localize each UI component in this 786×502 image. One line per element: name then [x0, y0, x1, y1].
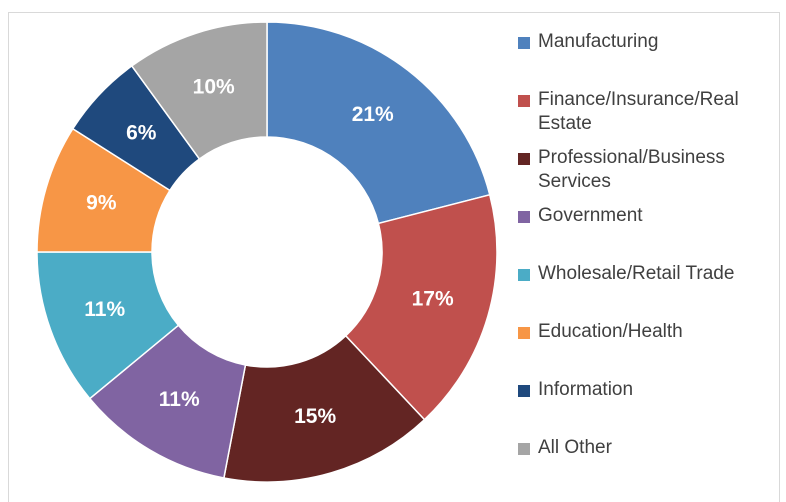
- legend-label: Information: [538, 379, 634, 400]
- legend-item: Wholesale/Retail Trade: [518, 262, 768, 286]
- legend-swatch: [518, 327, 530, 339]
- legend-swatch: [518, 37, 530, 49]
- legend-swatch: [518, 443, 530, 455]
- data-label: 10%: [193, 75, 235, 98]
- chart-frame: [8, 12, 780, 502]
- legend-item: Professional/Business Services: [518, 146, 768, 194]
- legend-label: Finance/Insurance/Real Estate: [538, 89, 739, 134]
- legend-item: Finance/Insurance/Real Estate: [518, 88, 768, 136]
- legend-item: All Other: [518, 436, 768, 460]
- legend-item: Information: [518, 378, 768, 402]
- data-label: 9%: [86, 191, 117, 214]
- legend-label: All Other: [538, 437, 612, 458]
- legend-swatch: [518, 153, 530, 165]
- legend-label: Education/Health: [538, 321, 683, 342]
- legend-item: Manufacturing: [518, 30, 768, 54]
- legend-swatch: [518, 385, 530, 397]
- legend-label: Manufacturing: [538, 31, 659, 52]
- data-label: 11%: [159, 388, 200, 411]
- legend-swatch: [518, 95, 530, 107]
- data-label: 21%: [352, 103, 394, 126]
- donut-slice: [130, 21, 268, 161]
- legend-item: Education/Health: [518, 320, 768, 344]
- data-label: 15%: [294, 405, 336, 428]
- legend-swatch: [518, 211, 530, 223]
- legend-label: Government: [538, 205, 643, 226]
- legend-label: Wholesale/Retail Trade: [538, 263, 735, 284]
- legend-swatch: [518, 269, 530, 281]
- donut-slice: [344, 193, 498, 421]
- legend-label: Professional/Business Services: [538, 147, 725, 192]
- data-label: 6%: [126, 121, 157, 144]
- legend-item: Government: [518, 204, 768, 228]
- donut-slice: [223, 334, 426, 483]
- data-label: 17%: [412, 288, 454, 311]
- donut-slice: [266, 21, 491, 225]
- data-label: 11%: [84, 298, 125, 321]
